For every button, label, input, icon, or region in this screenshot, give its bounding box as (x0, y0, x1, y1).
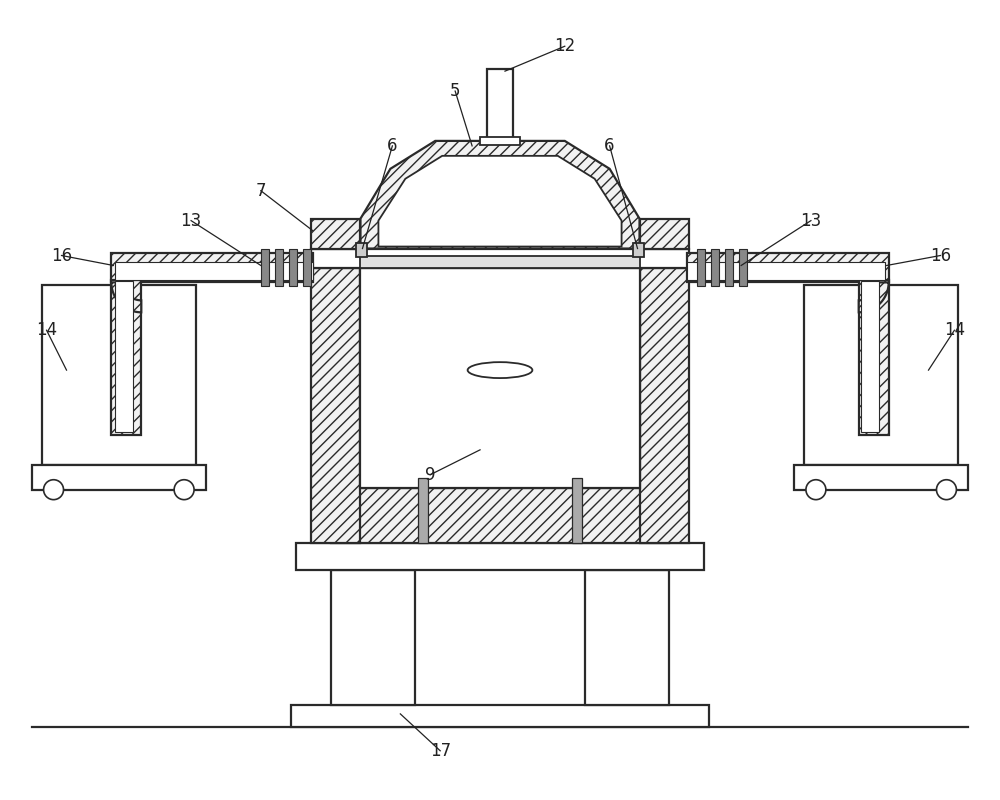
Bar (859, 281, 889, 435)
Bar (861, 282, 879, 432)
Bar (794, 465, 968, 490)
Text: 16: 16 (51, 246, 72, 265)
Bar (303, 249, 311, 286)
Bar (356, 242, 367, 257)
Bar (725, 249, 733, 286)
Bar (275, 249, 283, 286)
Text: 14: 14 (36, 322, 57, 339)
Bar (42, 286, 196, 465)
Bar (640, 269, 689, 542)
Polygon shape (859, 282, 889, 312)
Bar (331, 570, 415, 705)
Bar (261, 249, 269, 286)
Bar (480, 137, 520, 145)
Bar (111, 253, 313, 282)
Polygon shape (378, 156, 622, 246)
Circle shape (44, 480, 64, 500)
Bar (687, 262, 885, 281)
Text: 17: 17 (430, 742, 451, 760)
Bar (32, 465, 206, 490)
Bar (296, 542, 704, 570)
Bar (697, 249, 705, 286)
Bar (311, 218, 360, 249)
Bar (115, 282, 133, 432)
Bar (487, 69, 513, 141)
Text: 5: 5 (450, 82, 460, 100)
Polygon shape (360, 141, 640, 249)
Text: 13: 13 (180, 212, 202, 230)
Text: 9: 9 (425, 466, 435, 484)
Bar (291, 705, 709, 727)
Ellipse shape (468, 362, 532, 378)
Bar (418, 478, 428, 542)
Text: 13: 13 (800, 212, 822, 230)
Bar (640, 218, 689, 249)
Text: 6: 6 (387, 137, 398, 155)
Bar (804, 286, 958, 465)
Bar (289, 249, 297, 286)
Circle shape (936, 480, 956, 500)
Text: 6: 6 (604, 137, 615, 155)
Circle shape (174, 480, 194, 500)
Bar (331, 488, 669, 542)
Bar (311, 249, 689, 269)
Text: 14: 14 (944, 322, 965, 339)
Text: 7: 7 (256, 182, 266, 200)
Bar (572, 478, 582, 542)
Bar (711, 249, 719, 286)
Bar (311, 269, 360, 542)
Bar (585, 570, 669, 705)
Polygon shape (111, 282, 141, 312)
Bar (633, 242, 644, 257)
Bar (360, 269, 640, 488)
Circle shape (806, 480, 826, 500)
Bar (360, 257, 640, 269)
Bar (115, 262, 313, 281)
Text: 16: 16 (930, 246, 951, 265)
Bar (687, 253, 889, 282)
Bar (111, 281, 141, 435)
Bar (739, 249, 747, 286)
Text: 12: 12 (554, 38, 575, 55)
